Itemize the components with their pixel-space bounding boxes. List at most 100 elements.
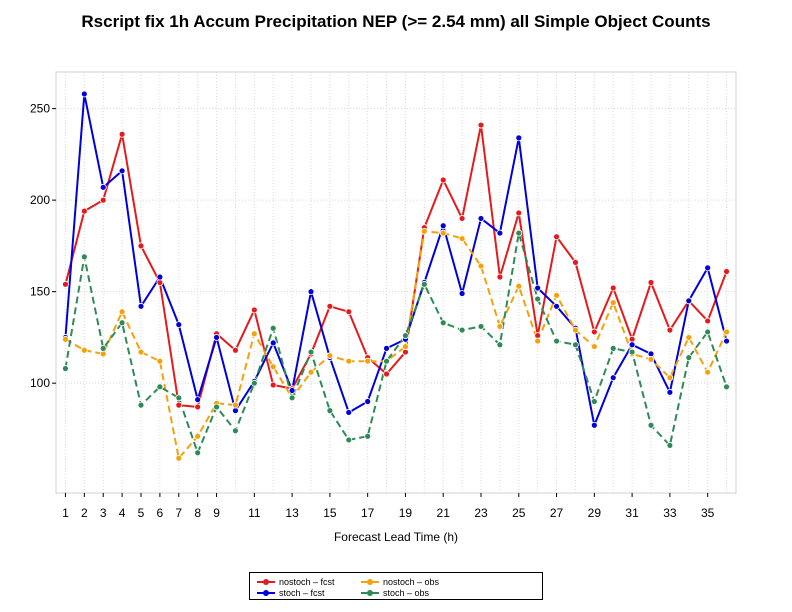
point-stoch-obs bbox=[250, 379, 258, 387]
x-tick-label: 19 bbox=[399, 506, 413, 520]
x-tick-label: 1 bbox=[62, 506, 69, 520]
point-stoch-obs bbox=[364, 432, 372, 440]
point-nostoch-obs bbox=[572, 326, 579, 334]
point-nostoch-fcst bbox=[704, 317, 712, 325]
point-nostoch-obs bbox=[609, 299, 617, 307]
point-stoch-fcst bbox=[307, 288, 315, 296]
legend-item-stoch-obs: stoch – obs bbox=[360, 587, 429, 598]
point-stoch-fcst bbox=[496, 229, 504, 237]
point-nostoch-fcst bbox=[515, 209, 523, 217]
point-stoch-obs bbox=[704, 328, 712, 336]
x-axis: 1 2 3 4 5 6 7 8 9 11 13 15 17 19 21 23 25 27 29 31 33 35 bbox=[62, 493, 715, 520]
point-stoch-fcst bbox=[704, 264, 712, 272]
point-stoch-obs bbox=[118, 319, 126, 327]
point-stoch-fcst bbox=[137, 302, 145, 310]
point-stoch-fcst bbox=[590, 421, 598, 429]
point-nostoch-fcst bbox=[175, 401, 183, 409]
point-stoch-obs bbox=[685, 354, 693, 361]
point-stoch-obs bbox=[326, 407, 334, 415]
y-axis: 100 150 200 250 bbox=[30, 102, 56, 390]
point-stoch-obs bbox=[458, 326, 466, 334]
point-stoch-obs bbox=[345, 436, 353, 444]
point-nostoch-fcst bbox=[137, 242, 145, 250]
point-stoch-obs bbox=[307, 348, 315, 356]
legend-item-nostoch-fcst: nostoch – fcst bbox=[256, 576, 335, 587]
point-stoch-obs bbox=[515, 229, 523, 237]
point-nostoch-obs bbox=[496, 323, 504, 330]
legend-swatch-stoch-obs bbox=[360, 587, 380, 598]
point-stoch-obs bbox=[269, 324, 277, 332]
point-nostoch-fcst bbox=[477, 121, 485, 129]
point-stoch-obs bbox=[175, 394, 183, 402]
series-line-nostoch-fcst bbox=[64, 124, 728, 408]
chart-title: Rscript fix 1h Accum Precipitation NEP (… bbox=[81, 12, 711, 31]
x-tick-label: 4 bbox=[119, 506, 126, 520]
x-tick-label: 33 bbox=[663, 506, 677, 520]
point-stoch-obs bbox=[156, 383, 164, 391]
legend-item-stoch-fcst: stoch – fcst bbox=[256, 587, 325, 598]
point-stoch-fcst bbox=[156, 273, 164, 281]
legend-swatch-nostoch-fcst bbox=[256, 576, 276, 587]
legend-label-stoch-fcst: stoch – fcst bbox=[279, 587, 325, 598]
x-tick-label: 13 bbox=[285, 506, 299, 520]
point-stoch-obs bbox=[80, 253, 88, 261]
x-tick-label: 21 bbox=[437, 506, 451, 520]
point-stoch-fcst bbox=[666, 388, 674, 396]
point-stoch-fcst bbox=[723, 337, 730, 345]
point-stoch-obs bbox=[194, 449, 202, 457]
point-nostoch-obs bbox=[647, 355, 655, 363]
x-tick-label: 17 bbox=[361, 506, 375, 520]
x-tick-label: 8 bbox=[194, 506, 201, 520]
point-stoch-obs bbox=[137, 401, 145, 409]
point-stoch-obs bbox=[723, 383, 730, 391]
point-stoch-obs bbox=[666, 442, 674, 449]
point-stoch-fcst bbox=[477, 215, 485, 222]
point-nostoch-obs bbox=[458, 235, 466, 242]
point-nostoch-obs bbox=[666, 374, 674, 382]
point-stoch-obs bbox=[232, 427, 239, 435]
legend-label-nostoch-obs: nostoch – obs bbox=[383, 576, 440, 587]
point-nostoch-fcst bbox=[269, 381, 277, 389]
point-nostoch-obs bbox=[156, 357, 164, 365]
point-stoch-obs bbox=[534, 295, 542, 303]
y-tick-label: 250 bbox=[30, 102, 50, 116]
point-nostoch-fcst bbox=[666, 326, 674, 334]
point-stoch-fcst bbox=[345, 409, 353, 416]
point-stoch-fcst bbox=[269, 339, 277, 347]
point-stoch-fcst bbox=[364, 398, 372, 405]
point-nostoch-obs bbox=[364, 357, 372, 365]
legend-item-nostoch-obs: nostoch – obs bbox=[360, 576, 439, 587]
series-line-stoch-obs bbox=[64, 232, 728, 454]
point-nostoch-fcst bbox=[80, 207, 88, 215]
point-nostoch-fcst bbox=[590, 328, 598, 336]
series-line-stoch-fcst bbox=[64, 92, 728, 427]
point-nostoch-obs bbox=[269, 363, 277, 371]
point-stoch-fcst bbox=[628, 341, 636, 349]
point-nostoch-obs bbox=[194, 432, 202, 440]
point-stoch-fcst bbox=[685, 297, 693, 305]
point-nostoch-obs bbox=[402, 343, 409, 350]
x-axis-label: Forecast Lead Time (h) bbox=[334, 530, 458, 544]
point-stoch-fcst bbox=[194, 396, 202, 404]
point-nostoch-obs bbox=[590, 343, 598, 350]
x-tick-label: 31 bbox=[625, 506, 639, 520]
point-nostoch-fcst bbox=[553, 233, 560, 241]
x-tick-label: 2 bbox=[81, 506, 88, 520]
point-stoch-obs bbox=[99, 344, 107, 352]
point-nostoch-obs bbox=[232, 401, 239, 409]
point-nostoch-obs bbox=[62, 335, 69, 343]
point-stoch-fcst bbox=[118, 167, 126, 175]
x-tick-label: 7 bbox=[175, 506, 182, 520]
point-nostoch-fcst bbox=[458, 215, 466, 222]
point-nostoch-fcst bbox=[118, 130, 126, 138]
legend: nostoch – fcst stoch – fcst nostoch – ob… bbox=[249, 572, 543, 600]
point-stoch-fcst bbox=[439, 222, 447, 230]
x-tick-label: 11 bbox=[248, 506, 261, 520]
point-nostoch-fcst bbox=[250, 306, 258, 314]
x-tick-label: 6 bbox=[157, 506, 164, 520]
point-stoch-fcst bbox=[80, 90, 88, 98]
point-nostoch-obs bbox=[175, 454, 183, 462]
point-stoch-fcst bbox=[288, 387, 296, 394]
x-tick-label: 35 bbox=[701, 506, 715, 520]
point-stoch-fcst bbox=[458, 290, 466, 297]
